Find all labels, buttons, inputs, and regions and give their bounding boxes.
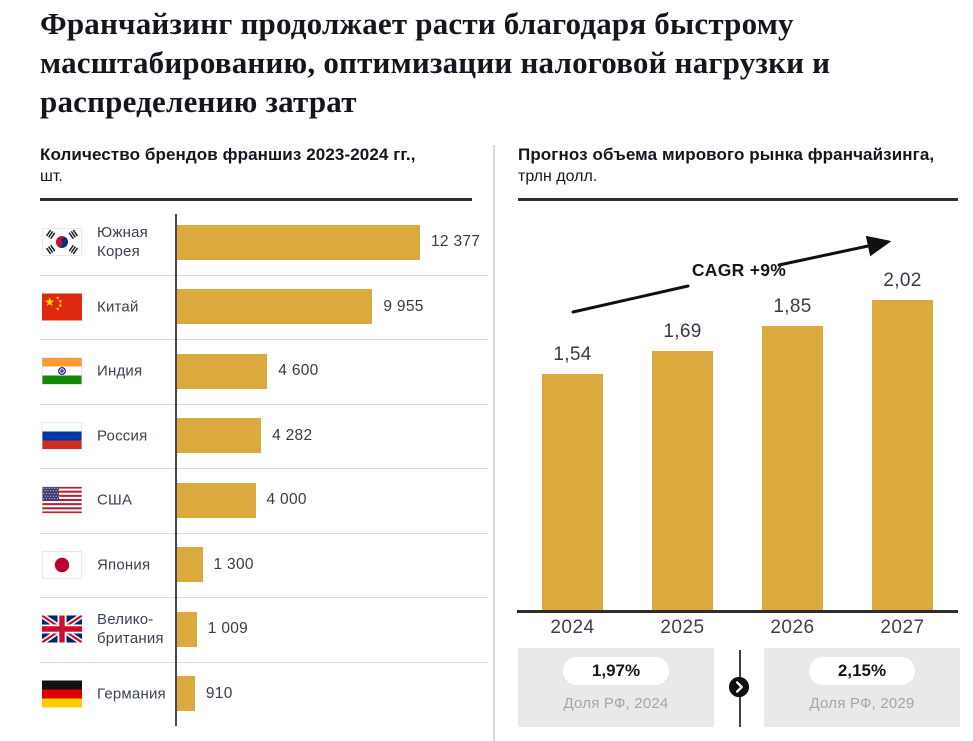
india-flag-icon: [42, 357, 82, 385]
country-bar: [177, 611, 197, 647]
uk-flag-icon: [42, 615, 82, 643]
country-row: Южная Корея 12 377: [40, 210, 488, 276]
country-label: Велико- британия: [97, 611, 164, 648]
right-chart-title: Прогноз объема мирового рынка франчайзин…: [518, 145, 935, 164]
china-flag-icon: ★ ★ ★ ★ ★: [42, 293, 82, 321]
svg-text:★: ★: [56, 306, 61, 312]
chevron-right-icon: [728, 676, 750, 698]
russia-flag-icon: [42, 422, 82, 450]
svg-text:★: ★: [44, 295, 55, 309]
forecast-bar: [652, 351, 713, 611]
share-percent-pill: 1,97%: [563, 657, 669, 685]
country-label: Индия: [97, 362, 143, 380]
share-percent: 1,97%: [591, 661, 641, 680]
share-caption: Доля РФ, 2024: [563, 695, 669, 712]
country-label: США: [97, 491, 133, 509]
year-label: 2024: [550, 617, 595, 638]
growth-arrow-icon: [571, 235, 892, 314]
country-bar: [177, 482, 256, 518]
share-card-2024: 1,97% Доля РФ, 2024: [518, 648, 714, 727]
country-row: ★ ★ ★ ★ ★ Китай 9 955: [40, 275, 488, 340]
x-axis-line: [517, 610, 958, 613]
share-percent: 2,15%: [837, 661, 887, 680]
country-value: 9 955: [383, 297, 424, 315]
share-percent-pill: 2,15%: [809, 657, 915, 685]
country-row: США 4 000: [40, 468, 488, 534]
forecast-value: 1,69: [663, 321, 702, 342]
country-row: Велико- британия 1 009: [40, 597, 488, 663]
left-axis-line: [174, 214, 177, 726]
country-value: 1 300: [213, 555, 254, 573]
south-korea-flag-icon: [42, 228, 82, 256]
forecast-bar: [872, 300, 933, 611]
japan-flag-icon: [42, 551, 82, 579]
country-label: Южная Корея: [97, 224, 148, 261]
svg-text:★: ★: [58, 299, 63, 305]
year-label: 2027: [880, 617, 925, 638]
right-chart-header: Прогноз объема мирового рынка франчайзин…: [518, 144, 960, 187]
left-chart-header: Количество брендов франшиз 2023-2024 гг.…: [40, 144, 490, 187]
country-bar: [177, 418, 262, 453]
country-row: Индия 4 600: [40, 339, 488, 405]
column-divider: [493, 145, 495, 741]
year-label: 2025: [660, 617, 705, 638]
country-row: Япония 1 300: [40, 533, 488, 598]
svg-text:★: ★: [56, 295, 61, 301]
forecast-bar: [762, 326, 823, 611]
forecast-bar: [542, 374, 603, 611]
share-caption: Доля РФ, 2029: [809, 695, 915, 712]
country-label: Китай: [97, 298, 139, 316]
page-title: Франчайзинг продолжает расти благодаря б…: [40, 6, 831, 119]
left-header-rule: [40, 198, 472, 201]
country-label: Германия: [97, 685, 166, 703]
country-value: 1 009: [207, 620, 249, 638]
country-row: Германия 910: [40, 662, 488, 727]
country-row: Россия 4 282: [40, 404, 488, 469]
right-chart-unit: трлн долл.: [518, 168, 598, 185]
country-value: 4 000: [266, 491, 307, 509]
country-value: 910: [205, 684, 233, 702]
share-card-2029: 2,15% Доля РФ, 2029: [764, 648, 960, 727]
country-bar: [177, 547, 203, 582]
country-label: Япония: [97, 556, 151, 574]
country-bar: [177, 676, 195, 711]
usa-flag-icon: [42, 486, 82, 514]
country-label: Россия: [97, 427, 148, 445]
country-value: 4 600: [278, 362, 319, 380]
country-bar: [177, 353, 268, 389]
country-value: 4 282: [272, 426, 313, 444]
left-chart-unit: шт.: [40, 168, 63, 185]
year-label: 2026: [770, 617, 815, 638]
germany-flag-icon: [42, 680, 82, 708]
country-bar: [177, 224, 420, 260]
right-header-rule: [518, 198, 958, 201]
forecast-value: 2,02: [883, 270, 922, 291]
forecast-value: 1,54: [553, 344, 592, 365]
country-value: 12 377: [431, 233, 481, 251]
cagr-label: CAGR +9%: [691, 260, 787, 280]
svg-text:★: ★: [58, 303, 63, 309]
country-bar: [177, 289, 373, 324]
forecast-value: 1,85: [773, 296, 812, 317]
left-chart-title: Количество брендов франшиз 2023-2024 гг.…: [40, 145, 416, 164]
